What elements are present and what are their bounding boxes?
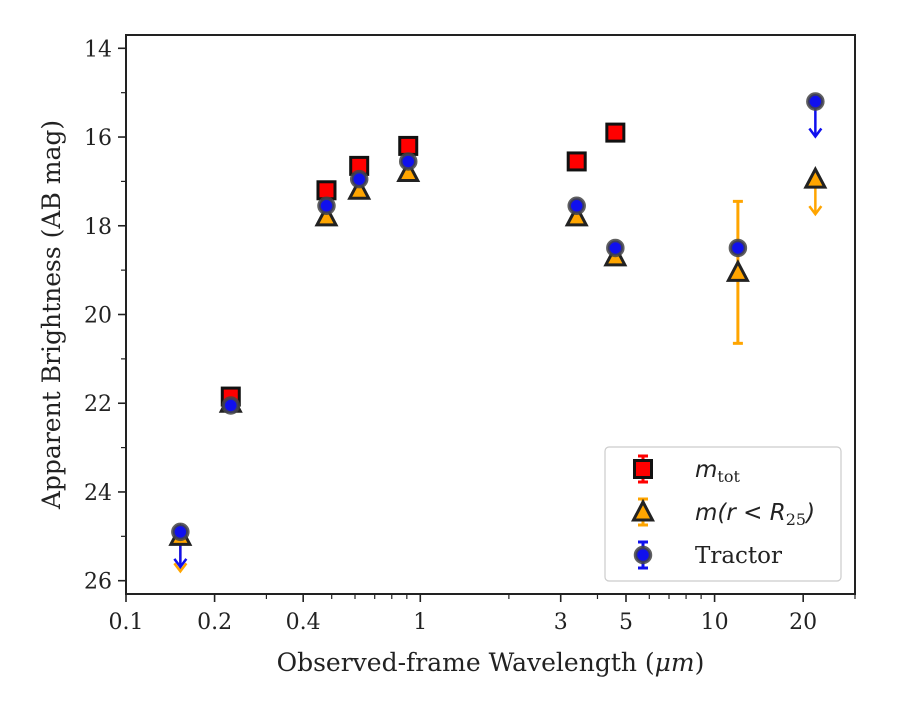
y-tick-label: 14: [84, 37, 112, 62]
tractor-point: [171, 522, 190, 542]
y-tick-label: 26: [84, 570, 112, 595]
legend-marker-mr25: [631, 498, 655, 522]
x-axis-title-text: Observed-frame Wavelength (: [277, 648, 655, 677]
legend-label-italic: m: [695, 500, 717, 526]
mr25-point: [347, 177, 372, 200]
arrow-head: [808, 205, 823, 217]
mr25-point: [803, 165, 828, 189]
x-tick-label: 5: [619, 610, 633, 635]
marker-layer: [168, 92, 828, 546]
tractor-point: [606, 238, 625, 258]
mr25-point: [725, 259, 750, 282]
legend-marker-mtot: [633, 459, 653, 479]
mtot-point: [605, 122, 626, 143]
legend-box: [604, 446, 842, 582]
tractor-point: [567, 196, 586, 216]
x-axis-title-unit: μm: [655, 648, 695, 677]
tractor-point: [398, 152, 418, 171]
tractor-point: [806, 92, 825, 111]
arrow-head: [173, 558, 188, 569]
legend-label-italic: m: [695, 457, 717, 483]
y-tick-label: 24: [84, 481, 112, 506]
x-tick-label: 0.4: [286, 610, 321, 635]
legend-label-subscript: 25: [786, 510, 806, 529]
x-tick-label: 0.2: [197, 610, 232, 635]
tractor-point: [221, 396, 241, 415]
y-tick-label: 16: [84, 126, 112, 151]
legend-label-mr25: m(r < R25): [695, 500, 815, 529]
legend-label-rest: (r < R: [717, 500, 785, 526]
arrow-head: [808, 127, 823, 139]
legend-label-mtot: mtot: [695, 457, 740, 486]
tractor-point: [349, 169, 369, 189]
y-tick-label: 20: [84, 304, 112, 329]
legend-marker-tractor: [633, 545, 653, 565]
y-tick-label: 18: [84, 215, 112, 240]
axes-layer: 0.1 0.2 0.4 1 3 5 10 20 14 16 18 20 22 24 26 Observed-f…: [37, 34, 856, 677]
arrow-head: [173, 562, 188, 574]
legend-label-close: ): [804, 500, 815, 526]
tractor-point: [317, 196, 336, 216]
legend-label-tractor: Tractor: [695, 543, 782, 569]
y-axis-title: Apparent Brightness (AB mag): [37, 120, 66, 510]
x-axis-title-close: ): [695, 648, 705, 677]
mr25-point: [564, 203, 589, 227]
mr25-point: [396, 159, 421, 183]
x-tick-label: 1: [413, 610, 427, 635]
x-tick-label: 0.1: [109, 610, 144, 635]
mtot-point: [398, 135, 419, 156]
legend-label-subscript: tot: [717, 467, 740, 486]
tractor-point: [728, 238, 748, 258]
x-tick-label: 3: [554, 610, 568, 635]
x-tick-label: 10: [701, 610, 729, 635]
mtot-point: [566, 151, 587, 172]
mr25-point: [314, 203, 339, 227]
x-tick-label: 20: [789, 610, 817, 635]
x-axis-title: Observed-frame Wavelength (μm): [277, 648, 705, 677]
y-tick-label: 22: [84, 392, 112, 417]
mtot-point: [316, 180, 337, 201]
